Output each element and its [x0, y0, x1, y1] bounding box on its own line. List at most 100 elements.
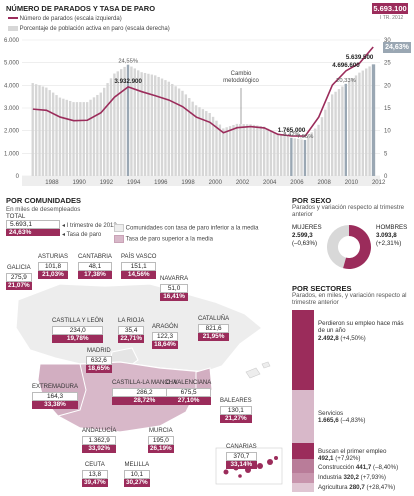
region-rate: 14,56%: [121, 271, 157, 279]
rate-bar: [126, 64, 130, 176]
rate-bar: [324, 109, 327, 176]
region-rate: 22,71%: [118, 335, 145, 343]
method-change-annotation: Cambio metodológico: [223, 71, 259, 84]
latest-parados-badge: 5.693.100: [372, 3, 408, 14]
rate-bar: [208, 112, 211, 176]
y-left-tick: 1.000: [4, 151, 20, 157]
region-name: BALEARES: [220, 398, 252, 404]
latest-rate-badge: 24,63%: [383, 42, 411, 53]
rate-bar: [269, 130, 273, 176]
rate-bar: [34, 84, 38, 176]
region-name: GALICIA: [7, 265, 31, 271]
rate-bar: [120, 69, 123, 176]
chart-bars: [31, 64, 376, 176]
total-label: TOTAL: [6, 213, 26, 220]
rate-bar: [239, 123, 242, 176]
rate-bar: [337, 89, 341, 176]
rate-bar: [262, 126, 266, 176]
legend-line: Número de parados (escala izquierda): [8, 16, 122, 22]
region-value: 51,0: [160, 283, 189, 294]
rate-bar: [55, 95, 58, 176]
region-name: CANARIAS: [226, 444, 257, 450]
rate-bar: [31, 83, 34, 176]
y-right-tick: 10: [384, 129, 391, 135]
x-tick: 2002: [236, 180, 250, 186]
region-la-rioja: LA RIOJA 35,4 22,71%: [118, 318, 145, 343]
region-rate: 30,27%: [124, 479, 150, 487]
rate-bar: [116, 71, 119, 176]
region-rate: 16,41%: [160, 293, 189, 301]
rate-bar: [341, 86, 344, 176]
sector-label: Agricultura 280,7 (+28,47%): [318, 484, 396, 491]
rate-bar: [79, 102, 82, 176]
region-name: ARAGÓN: [152, 324, 179, 330]
region-rate: 39,47%: [82, 479, 108, 487]
sector-label: Industria 320,2 (+7,93%): [318, 474, 386, 481]
region-rate: 33,38%: [32, 401, 79, 409]
sector-bar: [292, 483, 314, 493]
region-value: 130,1: [220, 405, 252, 416]
sexo-title: POR SEXO: [292, 196, 332, 205]
rate-bar: [82, 102, 85, 176]
comunidades-title: POR COMUNIDADES: [6, 196, 82, 205]
hombres-label: HOMBRES: [376, 224, 408, 231]
rate-bar: [303, 139, 307, 176]
rate-bar: [72, 102, 75, 176]
rate-bar: [283, 136, 286, 176]
region-value: 632,6: [86, 355, 112, 366]
rate-bar: [113, 73, 116, 176]
donut-hombres: [343, 225, 371, 269]
region-andaluc-a: ANDALUCÍA 1.362,9 33,92%: [82, 428, 117, 453]
legend-rate: ◂ Tasa de paro: [62, 232, 102, 238]
legend-lower: Comunidades con tasa de paro inferior a …: [114, 224, 258, 232]
rate-bar: [167, 81, 171, 176]
rate-bar: [198, 107, 201, 176]
region-melilla: MELILLA 10,1 30,27%: [124, 462, 150, 487]
region-baleares: BALEARES 130,1 21,27%: [220, 398, 252, 423]
rate-bar: [211, 116, 215, 176]
rate-bar: [106, 83, 109, 176]
region-murcia: MURCIA 195,0 26,19%: [148, 428, 174, 453]
rate-bar: [358, 72, 361, 176]
line-swatch: [8, 17, 18, 20]
x-tick: 2000: [209, 180, 223, 186]
rate-bar: [235, 123, 239, 176]
region-value: 675,5: [166, 387, 212, 398]
y-right-tick: 15: [384, 106, 391, 112]
region-value: 10,1: [124, 469, 150, 480]
region-value: 35,4: [118, 325, 145, 336]
region-cantabria: CANTABRIA 48,1 17,38%: [78, 254, 112, 279]
region-rate: 21,07%: [6, 282, 32, 290]
rate-bar: [286, 136, 290, 176]
mujeres-change: (–0,63%): [292, 240, 318, 247]
region-rate: 21,95%: [198, 333, 230, 341]
rate-bar: [368, 66, 371, 176]
legend-line-label: Número de parados (escala izquierda): [19, 16, 122, 22]
x-axis-band: [22, 176, 380, 186]
rate-bar: [307, 136, 310, 176]
rate-bar: [351, 78, 354, 176]
rate-bar: [191, 101, 194, 176]
region-value: 101,8: [38, 261, 69, 272]
rate-bar: [96, 94, 99, 176]
sexo-subtitle: Parados y variación respecto al trimestr…: [292, 204, 405, 218]
sector-label: Servicios 1.665,6 (–4,83%): [318, 410, 366, 425]
x-tick: 2008: [318, 180, 332, 186]
point-label: 7,95%: [297, 134, 313, 140]
region-value: 370,7: [226, 451, 257, 462]
rate-bar: [38, 85, 41, 176]
rate-bar: [147, 73, 150, 176]
rate-bar: [188, 98, 191, 176]
rate-bar: [293, 138, 296, 176]
x-tick: 2006: [290, 180, 304, 186]
sectores-title: POR SECTORES: [292, 284, 352, 293]
rate-bar: [259, 126, 262, 176]
rate-bar: [310, 132, 313, 176]
bar-swatch: [8, 26, 18, 31]
rate-bar: [41, 86, 45, 176]
region-madrid: MADRID 632,6 18,65%: [86, 348, 112, 373]
rate-bar: [273, 132, 276, 176]
rate-bar: [296, 138, 300, 176]
rate-bar: [133, 68, 137, 176]
point-label: 3.932.900: [114, 78, 142, 85]
